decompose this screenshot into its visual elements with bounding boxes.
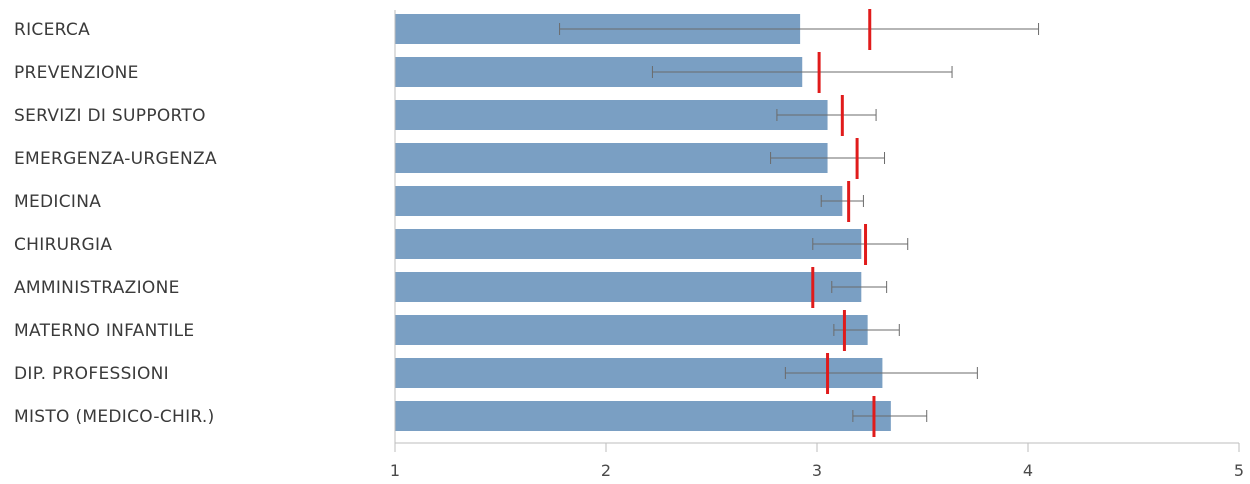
bar <box>395 315 868 345</box>
bars-layer <box>395 14 891 431</box>
category-label: RICERCA <box>14 20 90 40</box>
category-label: CHIRURGIA <box>14 235 112 255</box>
bar <box>395 186 843 216</box>
category-label: PREVENZIONE <box>14 63 139 83</box>
category-label: MATERNO INFANTILE <box>14 321 194 341</box>
category-labels-layer: RICERCA PREVENZIONE SERVIZI DI SUPPORTO EME… <box>14 20 217 427</box>
bar <box>395 401 891 431</box>
reference-markers-layer <box>811 9 876 437</box>
category-label: MISTO (MEDICO-CHIR.) <box>14 407 215 427</box>
x-axis: 1 2 3 4 5 <box>390 10 1244 480</box>
error-bars-layer <box>559 23 1040 422</box>
x-tick-label: 1 <box>390 461 400 480</box>
category-label: AMMINISTRAZIONE <box>14 278 180 298</box>
bar <box>395 143 828 173</box>
bar <box>395 100 828 130</box>
x-tick-label: 2 <box>601 461 611 480</box>
category-label: SERVIZI DI SUPPORTO <box>14 106 206 126</box>
category-label: MEDICINA <box>14 192 101 212</box>
x-tick-label: 4 <box>1023 461 1033 480</box>
bar <box>395 272 862 302</box>
x-tick-label: 5 <box>1234 461 1244 480</box>
category-label: DIP. PROFESSIONI <box>14 364 169 384</box>
category-label: EMERGENZA-URGENZA <box>14 149 217 169</box>
bar <box>395 229 862 259</box>
x-tick-label: 3 <box>812 461 822 480</box>
